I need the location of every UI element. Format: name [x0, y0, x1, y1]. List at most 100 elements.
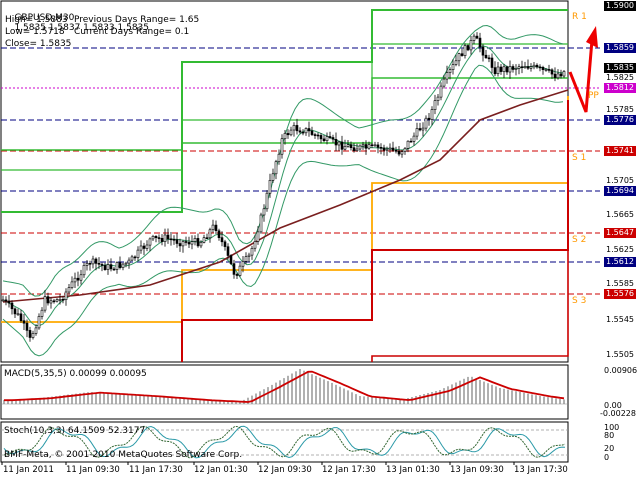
candle-body — [265, 192, 269, 210]
macd-bar — [147, 395, 149, 404]
macd-bar — [435, 391, 437, 404]
candle-body — [358, 145, 362, 150]
macd-bar — [127, 394, 129, 404]
macd-bar — [95, 392, 97, 404]
candle-body — [211, 224, 215, 231]
candle-body — [472, 35, 476, 41]
price-label-8: 1.5705 — [606, 176, 634, 185]
macd-histogram — [3, 369, 565, 404]
candle-body — [154, 236, 158, 239]
candle-body — [262, 208, 266, 216]
macd-bar — [103, 392, 105, 404]
macd-bar — [307, 372, 309, 404]
candle-body — [547, 69, 551, 71]
stochastic-lines — [3, 425, 566, 459]
candle-body — [283, 133, 287, 139]
level-pp-label: PP — [588, 91, 599, 101]
macd-bar — [451, 384, 453, 404]
macd-bar — [211, 400, 213, 404]
forecast-arrow — [568, 26, 598, 113]
macd-bar — [407, 398, 409, 404]
symbol-label: GBPUSD,M30 — [14, 13, 75, 23]
price-tag-9: 1.5694 — [604, 186, 636, 196]
ma-line — [2, 89, 569, 303]
macd-bar — [315, 375, 317, 404]
stoch-axis-mid: 80 — [604, 431, 615, 440]
candle-body — [112, 268, 116, 271]
price-tag-15: 1.5576 — [604, 289, 636, 299]
macd-bar — [283, 378, 285, 404]
candle-body — [166, 234, 170, 240]
macd-bar — [507, 389, 509, 404]
candle-body — [70, 281, 74, 288]
macd-bar — [455, 382, 457, 404]
candle-body — [469, 39, 473, 51]
macd-bar — [351, 392, 353, 404]
macd-bar — [47, 397, 49, 404]
time-ticks — [1, 462, 515, 465]
macd-bar — [499, 388, 501, 404]
candle-body — [229, 255, 233, 264]
candle-body — [52, 300, 56, 303]
macd-bar — [215, 400, 217, 404]
candle-body — [298, 130, 302, 133]
candle-body — [202, 237, 206, 243]
macd-bar — [319, 377, 321, 404]
bollinger-lower — [2, 64, 564, 357]
candle-body — [553, 73, 557, 78]
price-tag-current: 1.5835 — [604, 63, 636, 73]
candle-body — [310, 130, 314, 135]
stoch-pane — [0, 421, 569, 463]
candle-body — [130, 256, 134, 261]
macd-bar — [11, 399, 13, 404]
candle-body — [448, 69, 452, 73]
macd-line-path — [4, 370, 565, 403]
macd-bar — [111, 393, 113, 404]
candle-body — [94, 258, 98, 264]
candle-body — [100, 264, 104, 266]
candle-body — [409, 140, 413, 143]
candle-body — [415, 128, 419, 137]
time-label-7: 13 Jan 09:30 — [450, 465, 504, 475]
curr-range-label: Current Days Range= 0.1 — [74, 27, 190, 37]
bollinger-upper — [2, 24, 564, 297]
candle-body — [31, 333, 35, 338]
macd-bar — [63, 395, 65, 404]
candle-body — [556, 73, 560, 79]
candle-body — [481, 46, 485, 56]
macd-bar — [183, 398, 185, 404]
macd-bar — [335, 384, 337, 404]
candle-body — [178, 243, 182, 247]
macd-bar — [463, 378, 465, 404]
candle-body — [25, 322, 29, 331]
macd-bar — [31, 398, 33, 404]
macd-bar — [91, 392, 93, 404]
candle-body — [352, 147, 356, 151]
macd-bar — [271, 384, 273, 404]
candle-body — [85, 262, 89, 266]
candle-body — [169, 238, 173, 241]
time-label-1: 11 Jan 09:30 — [66, 465, 120, 475]
stoch-axis-low: 20 — [604, 444, 615, 453]
candle-body — [385, 148, 389, 151]
price-tag-1: 1.5900 — [604, 1, 636, 11]
macd-bar — [519, 392, 521, 404]
candle-body — [436, 96, 440, 101]
macd-bar — [19, 399, 21, 404]
macd-bar — [71, 394, 73, 404]
candle-body — [466, 45, 470, 51]
candle-body — [394, 150, 398, 152]
macd-bar — [379, 398, 381, 404]
macd-bar — [159, 396, 161, 404]
macd-bar — [115, 393, 117, 404]
candle-body — [295, 125, 299, 132]
macd-bar — [235, 401, 237, 404]
candle-body — [496, 66, 500, 74]
candle-body — [259, 214, 263, 233]
candle-body — [16, 313, 20, 316]
candle-body — [406, 140, 410, 149]
candle-body — [424, 117, 428, 129]
candle-body — [163, 234, 167, 242]
